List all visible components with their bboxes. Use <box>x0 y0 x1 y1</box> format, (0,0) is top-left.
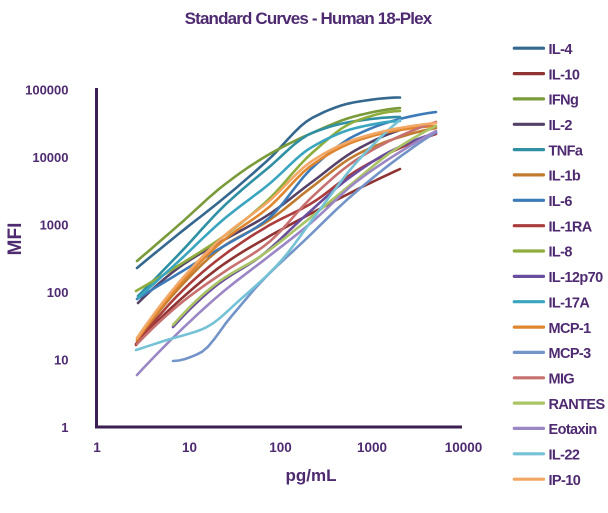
svg-text:IL-1b: IL-1b <box>549 169 581 185</box>
svg-text:MCP-3: MCP-3 <box>549 346 592 362</box>
svg-text:100: 100 <box>47 285 69 300</box>
svg-text:MCP-1: MCP-1 <box>549 321 592 337</box>
svg-text:IL-1RA: IL-1RA <box>549 219 593 235</box>
svg-text:IL-17A: IL-17A <box>549 295 591 311</box>
svg-text:IL-2: IL-2 <box>549 118 573 134</box>
svg-text:100: 100 <box>269 440 292 455</box>
svg-text:IL-8: IL-8 <box>549 245 573 261</box>
svg-text:IL-4: IL-4 <box>549 42 573 58</box>
svg-text:MFI: MFI <box>5 223 26 256</box>
svg-text:MIG: MIG <box>549 371 575 387</box>
svg-text:RANTES: RANTES <box>549 397 606 413</box>
svg-text:1: 1 <box>93 440 101 455</box>
svg-text:1000: 1000 <box>357 440 387 455</box>
svg-text:IL-12p70: IL-12p70 <box>549 270 604 286</box>
svg-text:Standard Curves - Human 18-Ple: Standard Curves - Human 18-Plex <box>185 9 433 28</box>
svg-text:10000: 10000 <box>32 150 68 165</box>
svg-text:IP-10: IP-10 <box>549 473 581 489</box>
svg-text:TNFa: TNFa <box>549 143 584 159</box>
svg-text:10000: 10000 <box>445 440 483 455</box>
svg-text:1000: 1000 <box>40 218 69 233</box>
svg-text:IL-22: IL-22 <box>549 448 580 464</box>
svg-text:IFNg: IFNg <box>549 93 579 109</box>
svg-text:10: 10 <box>182 440 197 455</box>
svg-text:pg/mL: pg/mL <box>286 466 337 485</box>
svg-text:Eotaxin: Eotaxin <box>549 422 597 438</box>
svg-text:10: 10 <box>54 352 68 367</box>
svg-text:IL-10: IL-10 <box>549 67 580 83</box>
svg-text:100000: 100000 <box>25 83 68 98</box>
svg-text:IL-6: IL-6 <box>549 194 573 210</box>
svg-text:1: 1 <box>61 420 68 435</box>
